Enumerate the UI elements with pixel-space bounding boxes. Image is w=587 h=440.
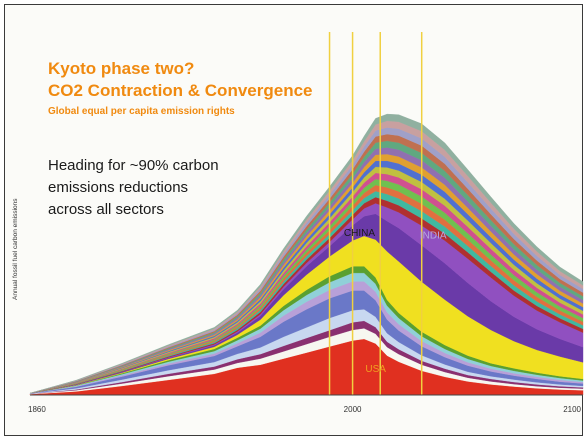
series-label-usa: USA — [365, 364, 386, 375]
x-tick-label-2100: 2100 — [563, 405, 581, 414]
y-axis-label: Annual fossil fuel carbon emissions — [12, 198, 19, 300]
chart-title: Kyoto phase two? — [48, 59, 194, 78]
chart-subtitle-main: CO2 Contraction & Convergence — [48, 81, 313, 100]
annotation-line-1: Heading for ~90% carbon — [48, 157, 219, 174]
annotation-line-3: across all sectors — [48, 201, 164, 218]
area-series-24 — [29, 113, 584, 394]
series-label-india: INDIA — [420, 230, 447, 241]
country-labels: USA CHINA INDIA — [344, 228, 447, 375]
annotation-line-2: emissions reductions — [48, 179, 188, 196]
chart-subtitle-small: Global equal per capita emission rights — [48, 106, 235, 117]
x-tick-label-2000: 2000 — [344, 405, 362, 414]
target-year-lines — [328, 32, 423, 395]
x-tick-label-1860: 1860 — [28, 405, 46, 414]
series-label-china: CHINA — [344, 228, 375, 239]
stacked-area-group — [29, 113, 584, 396]
x-tick-labels: 1860 2000 2100 — [28, 405, 582, 414]
